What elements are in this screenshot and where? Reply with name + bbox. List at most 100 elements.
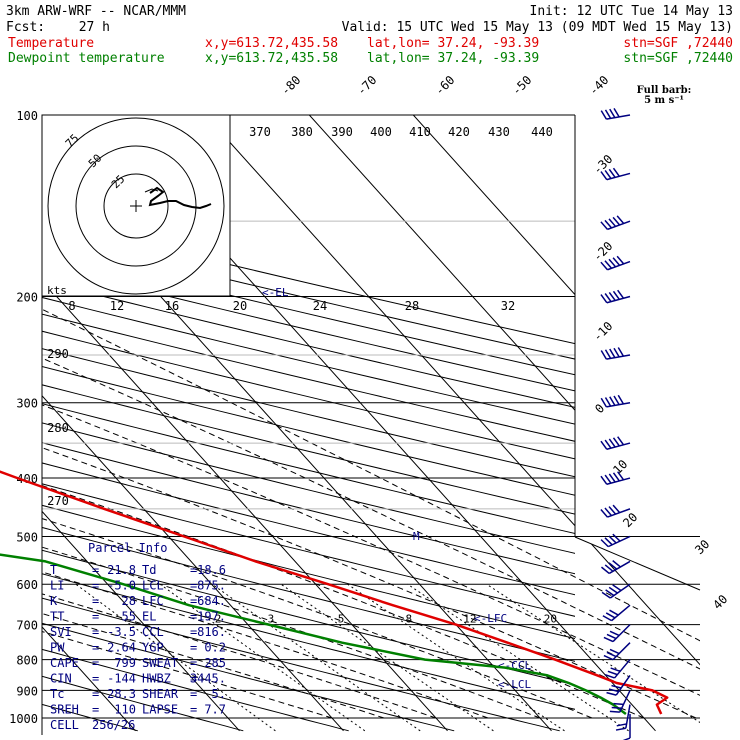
panel-value: 197. [197,610,226,624]
panel-value: 3445. [190,672,226,686]
lcl-marker: <-LCL [498,678,531,691]
barb-flag [612,560,621,568]
panel-value: -144 [107,672,136,686]
pressure-tick-label: 900 [16,684,38,698]
panel-key: T [50,563,57,577]
isotherm-label: -20 [590,239,615,264]
pressure-tick-label: 800 [16,654,38,668]
mixing-ratio-grid [75,583,700,732]
dewpoint-stn: stn=SGF ,72440 [623,51,733,66]
panel-row: SVI = -3.5 CCL = 816. [50,625,226,639]
pressure-tick-label: 1000 [9,712,38,726]
dry-adiabat-line [42,348,575,478]
pressure-tick-label: 100 [16,109,38,123]
panel-row: TT = 55 EL = 197. [50,610,226,624]
panel-value: 21.8 [107,563,136,577]
wind-barb [603,642,631,661]
moist-adiabat-line [42,384,541,719]
barb-flag [613,347,620,358]
scale-label: 12 [110,299,124,313]
panel-key: HWBZ [142,672,171,686]
panel-row: SREH = 110 LAPSE = 7.7 [50,703,226,717]
panel-key: YGP [142,641,164,655]
panel-key: SHEAR [142,687,179,701]
panel-eq: = [190,687,197,701]
panel-key: LAPSE [142,703,178,717]
barb-flag [600,475,608,485]
panel-eq: = [92,703,99,717]
dry-adiabat-line [42,549,575,686]
panel-eq: = [190,610,197,624]
scale-label: 24 [313,299,327,313]
barb-flag [617,347,625,357]
scale-label: 28 [405,299,419,313]
barb-flag [608,291,616,301]
wind-barb [600,471,631,485]
barb-flag [609,348,616,359]
panel-eq: = [92,672,99,686]
barb-flag [611,706,622,709]
panel-value: 55 [122,610,136,624]
panel-eq: = [92,579,99,593]
theta-labels: 370 380 390 400 410 420 430 440 290 280 270 [47,125,553,508]
dry-adiabat-line [42,264,575,392]
theta-label: 410 [409,125,431,139]
barb-flag [605,589,615,597]
panel-eq: = [190,641,197,655]
barb-flag [600,509,609,518]
isotherm-line [412,115,700,732]
barb-flag [612,504,621,514]
temperature-latlon: lat,lon= 37.24, -93.39 [367,36,539,51]
mixing-ratio-label: 5 [338,613,345,626]
dry-adiabat-line [42,648,349,732]
barb-flag [609,630,620,637]
panel-eq: = [92,687,99,701]
panel-eq: = [92,641,99,655]
dry-adiabat-line [42,330,575,460]
wind-barb [600,289,631,304]
temperature-line [0,470,669,715]
dry-adiabat-line [42,249,575,376]
scale-label: 32 [501,299,515,313]
dry-adiabat-grid [0,115,575,732]
panel-value: 110 [114,703,136,717]
isotherm-label: -50 [509,73,534,98]
isotherm-label: -70 [354,73,379,98]
panel-row: Tc = 28.3 SHEAR = 5. [50,687,226,701]
mixing-ratio-line [280,583,494,732]
barb-flag [617,394,625,405]
scale-label: 20 [233,299,247,313]
isotherm-label: -40 [586,73,611,98]
wind-barb [600,533,631,548]
panel-eq: = [190,625,197,639]
panel-row: T = 21.8 Td = 18.6 [50,563,226,577]
panel-key: LFC [142,594,164,608]
wind-barb [600,107,631,120]
barb-flag [600,440,608,450]
wind-barb [600,504,631,518]
panel-value: -5.0 [107,579,136,593]
barb-flag [604,474,612,484]
fcst-value: 27 h [79,20,110,35]
panel-key: PW [50,641,65,655]
dry-adiabat-line [0,115,32,731]
isotherm-line [0,115,31,731]
barb-flag [602,615,612,622]
dry-adiabat-line [42,462,575,596]
panel-eq: = [190,563,197,577]
barb-flag [616,723,627,727]
panel-key: LI [50,579,64,593]
panel-key: SWEAT [142,656,178,670]
panel-value: 256/26 [92,718,135,732]
panel-eq: = [190,703,197,717]
panel-value: 5. [212,687,226,701]
barb-flag [603,636,614,643]
barb-flag [611,684,622,689]
barb-flag [604,169,612,179]
barb-flag [616,255,625,265]
barb-flag [600,397,608,408]
panel-eq: = [92,610,99,624]
barb-flag [609,648,620,655]
